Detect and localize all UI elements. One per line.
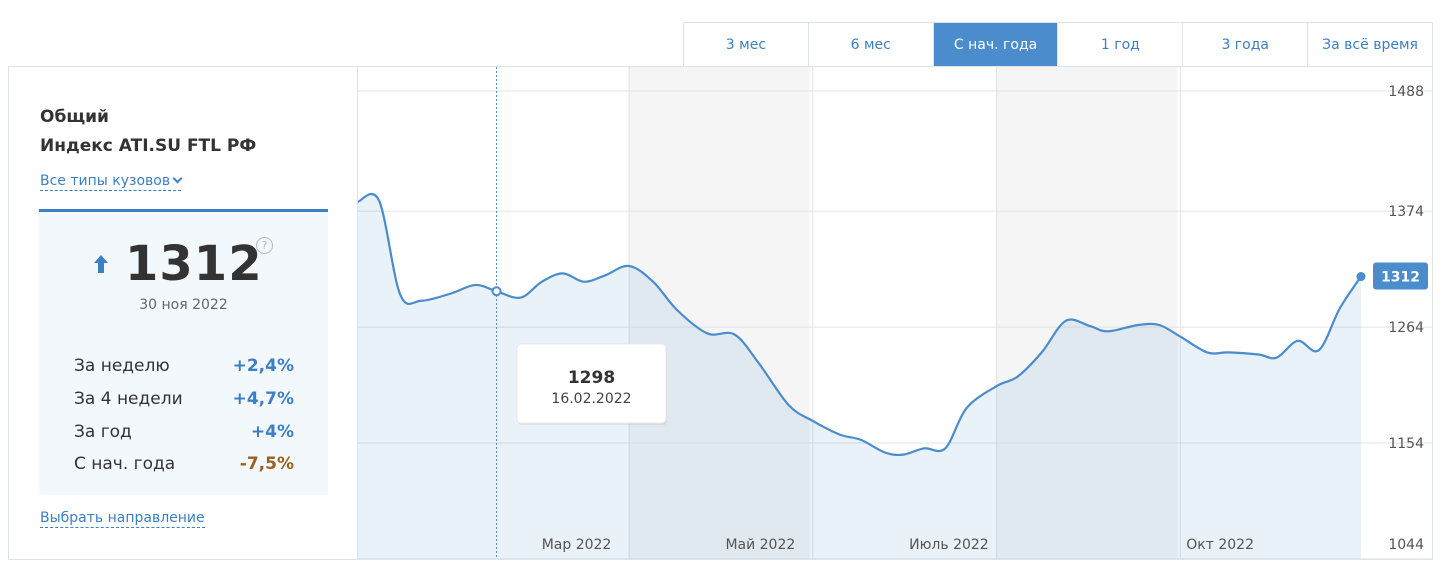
hover-point[interactable] bbox=[491, 286, 502, 297]
period-tabs: 3 мес 6 мес С нач. года 1 год 3 года За всё в… bbox=[683, 22, 1433, 67]
y-tick-label: 1044 bbox=[1388, 537, 1424, 553]
x-tick-label: Июль 2022 bbox=[909, 537, 989, 553]
stat-value: -7,5% bbox=[239, 454, 294, 475]
shaded-band bbox=[629, 67, 810, 559]
period-tab[interactable]: За всё время bbox=[1322, 37, 1418, 53]
stat-row: За 4 недели +4,7% bbox=[74, 383, 294, 416]
current-index-date: 30 ноя 2022 bbox=[139, 297, 228, 313]
stats-list: За неделю +2,4% За 4 недели +4,7% За год +4% С… bbox=[74, 350, 294, 481]
y-tick-label: 1264 bbox=[1388, 320, 1424, 336]
choose-direction-link[interactable]: Выбрать направление bbox=[40, 510, 205, 528]
stat-value: +4% bbox=[250, 421, 294, 442]
last-point bbox=[1356, 272, 1366, 282]
stat-label: За 4 недели bbox=[74, 389, 183, 410]
last-value-label: 1312 bbox=[1381, 270, 1420, 286]
y-tick-label: 1154 bbox=[1388, 436, 1424, 452]
shaded-band bbox=[996, 67, 1178, 559]
body-type-label: Все типы кузовов bbox=[40, 173, 171, 189]
x-tick-label: Май 2022 bbox=[725, 537, 795, 553]
index-title: Общий Индекс ATI.SU FTL РФ bbox=[40, 103, 256, 161]
value-card: 1312 ? 30 ноя 2022 За неделю +2,4% За 4 не… bbox=[39, 209, 328, 495]
tooltip-date: 16.02.2022 bbox=[551, 391, 631, 407]
x-tick-label: Мар 2022 bbox=[542, 537, 612, 553]
index-title-line2: Индекс ATI.SU FTL РФ bbox=[40, 136, 257, 156]
stat-label: За год bbox=[74, 421, 132, 442]
y-tick-label: 1488 bbox=[1388, 84, 1424, 100]
y-tick-label: 1374 bbox=[1388, 204, 1424, 220]
stat-row: За год +4% bbox=[74, 415, 294, 448]
stat-value: +4,7% bbox=[232, 389, 294, 410]
stat-value: +2,4% bbox=[232, 356, 294, 377]
stat-label: За неделю bbox=[74, 356, 170, 377]
tooltip-box bbox=[516, 343, 667, 424]
chart-frame bbox=[8, 66, 1433, 560]
period-tab[interactable]: 3 года bbox=[1183, 23, 1309, 67]
series-area bbox=[358, 194, 1361, 559]
chevron-down-icon bbox=[172, 173, 183, 184]
stat-label: С нач. года bbox=[74, 454, 176, 475]
period-tab[interactable]: 3 мес bbox=[684, 23, 809, 67]
index-panel: Общий Индекс ATI.SU FTL РФ Все типы кузо… bbox=[9, 67, 358, 559]
current-index-value: 1312 bbox=[125, 236, 263, 292]
body-type-dropdown[interactable]: Все типы кузовов bbox=[40, 173, 183, 191]
series-line bbox=[358, 193, 1362, 457]
period-tab[interactable]: 1 год bbox=[1058, 23, 1184, 67]
help-icon[interactable]: ? bbox=[256, 237, 273, 254]
period-tab[interactable]: 6 мес bbox=[809, 23, 934, 67]
stat-row: За неделю +2,4% bbox=[74, 350, 294, 383]
last-value-badge bbox=[1373, 262, 1428, 290]
period-tab[interactable]: С нач. года bbox=[933, 23, 1059, 67]
tooltip-value: 1298 bbox=[568, 368, 615, 388]
stat-row: С нач. года -7,5% bbox=[74, 448, 294, 481]
arrow-up-icon bbox=[94, 255, 108, 273]
x-tick-label: Окт 2022 bbox=[1186, 537, 1254, 553]
index-title-line1: Общий bbox=[40, 107, 109, 127]
index-chart[interactable]: 1488 1374 1264 1154 1044 Мар 2022 Май 2022 Июль… bbox=[358, 67, 1433, 559]
